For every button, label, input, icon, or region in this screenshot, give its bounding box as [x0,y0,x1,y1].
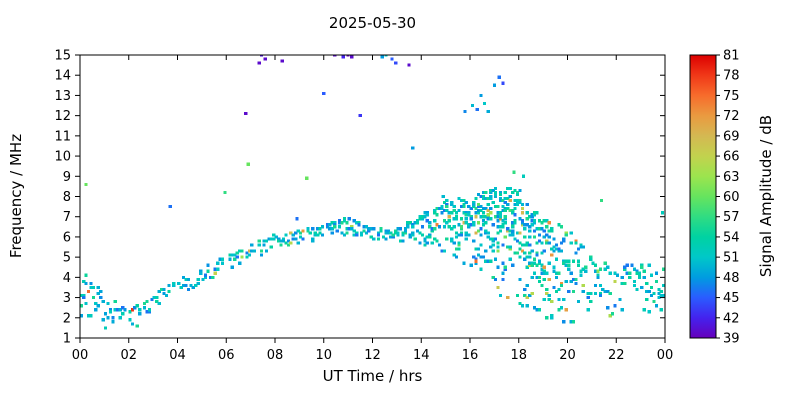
svg-text:66: 66 [723,150,740,165]
svg-text:18: 18 [510,348,527,363]
svg-text:14: 14 [413,348,430,363]
svg-text:08: 08 [267,348,284,363]
svg-text:4: 4 [63,271,71,286]
svg-text:20: 20 [559,348,576,363]
svg-text:14: 14 [54,69,71,84]
svg-text:12: 12 [364,348,381,363]
x-axis-label: UT Time / hrs [322,367,423,385]
svg-text:81: 81 [723,49,740,64]
svg-text:11: 11 [54,129,71,144]
svg-text:12: 12 [54,109,71,124]
svg-text:15: 15 [54,49,71,64]
svg-text:78: 78 [723,69,740,84]
svg-text:06: 06 [218,348,235,363]
svg-text:00: 00 [72,348,89,363]
svg-text:2: 2 [63,311,71,326]
svg-text:57: 57 [723,210,740,225]
svg-text:9: 9 [63,170,71,185]
svg-text:39: 39 [723,332,740,347]
scatter-points [80,55,665,330]
svg-text:16: 16 [462,348,479,363]
svg-text:48: 48 [723,271,740,286]
svg-text:51: 51 [723,251,740,266]
svg-text:1: 1 [63,332,71,347]
svg-text:10: 10 [315,348,332,363]
colorbar: 39 42 45 48 51 54 57 60 63 66 69 72 75 78 81 [689,49,740,347]
svg-text:75: 75 [723,89,740,104]
svg-text:3: 3 [63,291,71,306]
svg-text:10: 10 [54,150,71,165]
svg-text:22: 22 [608,348,625,363]
svg-text:54: 54 [723,230,740,245]
svg-text:69: 69 [723,129,740,144]
svg-text:04: 04 [169,348,186,363]
svg-text:02: 02 [120,348,137,363]
svg-text:72: 72 [723,109,740,124]
chart-title: 2025-05-30 [328,14,417,32]
svg-text:00: 00 [657,348,674,363]
svg-text:45: 45 [723,291,740,306]
svg-text:7: 7 [63,210,71,225]
svg-text:60: 60 [723,190,740,205]
svg-text:6: 6 [63,230,71,245]
svg-text:63: 63 [723,170,740,185]
svg-text:8: 8 [63,190,71,205]
svg-text:42: 42 [723,311,740,326]
svg-text:5: 5 [63,251,71,266]
svg-text:13: 13 [54,89,71,104]
axes: 00 02 04 06 08 10 12 14 16 18 20 22 0012345678910111… [54,49,673,364]
